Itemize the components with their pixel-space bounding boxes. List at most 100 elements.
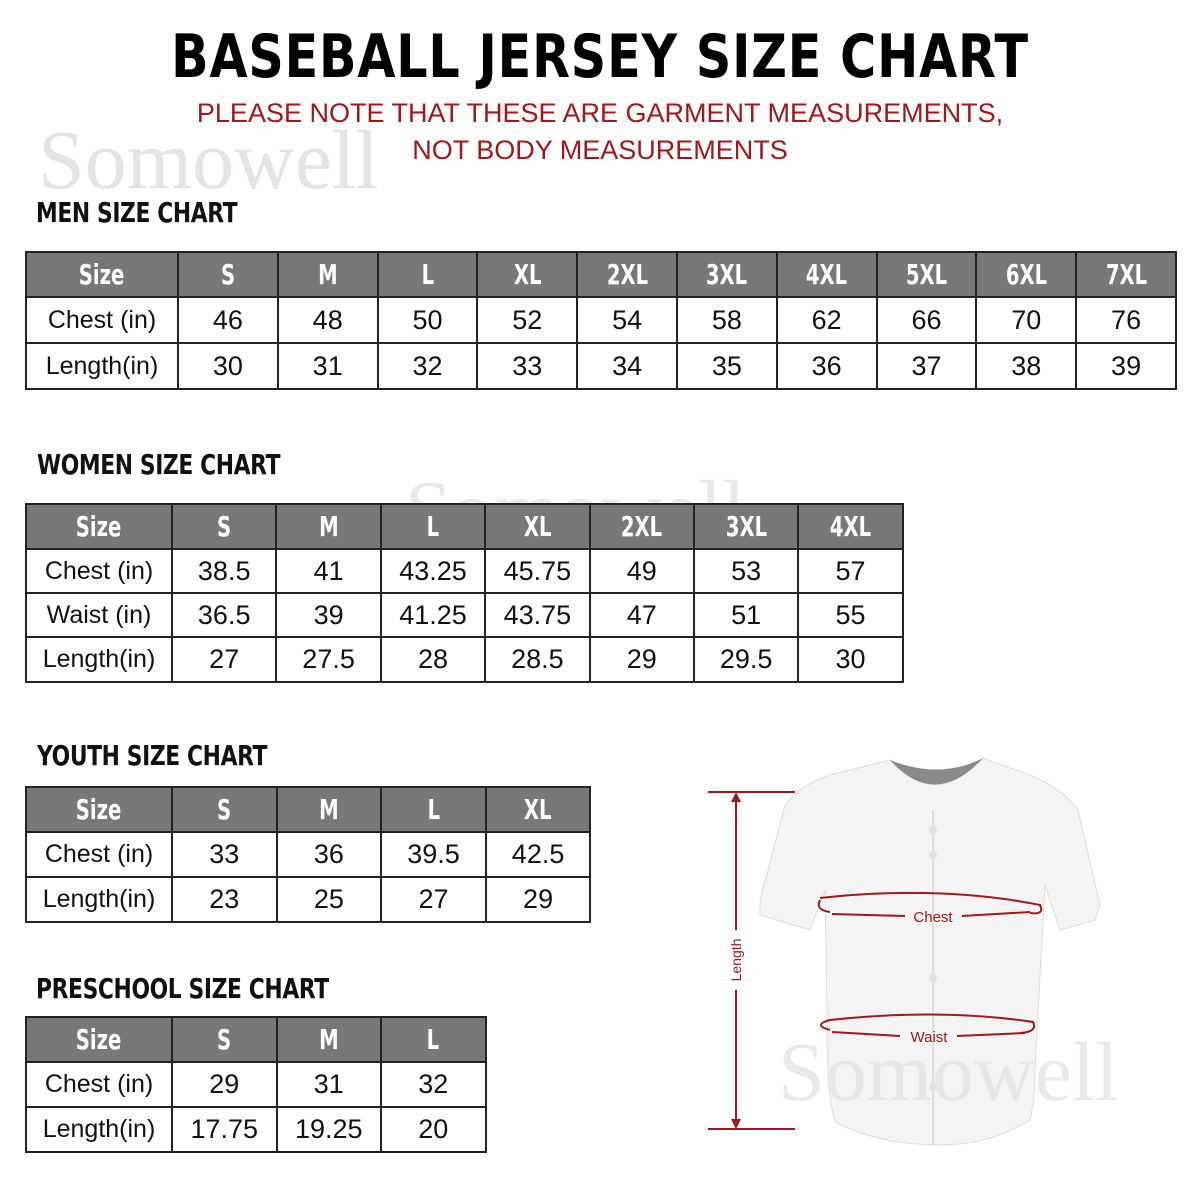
value-cell: 29: [484, 876, 592, 923]
value-cell: 30: [797, 636, 904, 683]
header-label: S: [220, 258, 235, 291]
value-cell: 32: [380, 1061, 487, 1108]
value-cell: 31: [275, 1061, 382, 1108]
header-cell: L: [380, 1016, 487, 1063]
jersey-diagram: Chest Waist Length Somowell: [708, 757, 1119, 1146]
value-cell: 38: [975, 342, 1078, 390]
value-cell: 29: [588, 636, 695, 683]
row-label: Chest (in): [25, 1061, 173, 1108]
header-cell: Size: [25, 786, 173, 833]
header-cell: 4XL: [797, 503, 904, 550]
header-label: Size: [76, 510, 122, 543]
header-label: 4XL: [829, 510, 872, 543]
value-cell: 33: [476, 342, 579, 390]
header-label: M: [318, 510, 339, 543]
header-cell: 7XL: [1075, 251, 1177, 298]
table-row: Chest (in) 33 36 39.5 42.5: [25, 831, 592, 878]
value-cell: 36: [775, 342, 878, 390]
header-label: Size: [76, 793, 122, 826]
value-cell: 46: [177, 296, 279, 344]
value-cell: 55: [797, 592, 904, 638]
header-cell: 3XL: [675, 251, 778, 298]
value-cell: 51: [692, 592, 800, 638]
header-label: L: [427, 793, 440, 826]
header-cell: S: [171, 786, 278, 833]
table-header-row: Size S M L XL 2XL 3XL 4XL 5XL 6XL 7XL: [25, 251, 1177, 298]
row-label: Length(in): [25, 636, 173, 683]
header-cell: S: [171, 1016, 278, 1063]
row-label: Waist (in): [25, 592, 173, 638]
size-table: Size S M L Chest (in) 29 31 32 Length(in) 17.75 19…: [25, 1016, 487, 1153]
header-label: 2XL: [606, 258, 648, 291]
row-label: Chest (in): [25, 548, 173, 594]
jersey-shape: [759, 757, 1101, 1146]
table-row: Length(in) 30 31 32 33 34 35 36 37 38 39: [25, 342, 1177, 390]
value-cell: 41: [275, 548, 382, 594]
value-cell: 50: [376, 296, 479, 344]
length-label: Length: [728, 939, 744, 982]
header-cell: M: [276, 251, 379, 298]
row-label: Length(in): [25, 1106, 173, 1153]
table-header-row: Size S M L XL: [25, 786, 592, 833]
table-row: Chest (in) 38.5 41 43.25 45.75 49 53 57: [25, 548, 904, 594]
row-label: Chest (in): [25, 296, 179, 344]
row-label: Length(in): [25, 876, 173, 923]
header-label: S: [217, 793, 232, 826]
value-cell: 27.5: [275, 636, 382, 683]
note-line-2: NOT BODY MEASUREMENTS: [412, 135, 788, 165]
table-row: Length(in) 23 25 27 29: [25, 876, 592, 923]
header-label: Size: [79, 258, 125, 291]
table-header-row: Size S M L: [25, 1016, 487, 1063]
header-label: XL: [513, 258, 542, 291]
header-label: 2XL: [621, 510, 663, 543]
header-label: 3XL: [706, 258, 748, 291]
header-label: XL: [523, 510, 552, 543]
table-row: Length(in) 17.75 19.25 20: [25, 1106, 487, 1153]
header-label: 3XL: [725, 510, 767, 543]
table-header-row: Size S M L XL 2XL 3XL 4XL: [25, 503, 904, 550]
header-cell: L: [376, 251, 479, 298]
value-cell: 36: [275, 831, 383, 878]
value-cell: 70: [975, 296, 1078, 344]
header-cell: 4XL: [775, 251, 878, 298]
header-label: S: [217, 1023, 232, 1056]
table-row: Length(in) 27 27.5 28 28.5 29 29.5 30: [25, 636, 904, 683]
header-cell: 5XL: [875, 251, 978, 298]
header-cell: XL: [484, 786, 592, 833]
value-cell: 35: [675, 342, 778, 390]
value-cell: 17.75: [171, 1106, 278, 1153]
value-cell: 48: [276, 296, 379, 344]
header-label: XL: [524, 793, 552, 826]
value-cell: 30: [177, 342, 279, 390]
header-cell: M: [275, 1016, 382, 1063]
value-cell: 27: [170, 636, 278, 683]
chest-label: Chest: [913, 909, 953, 926]
section-title: YOUTH SIZE CHART: [37, 739, 268, 772]
header-label: L: [421, 258, 434, 291]
value-cell: 45.75: [484, 548, 591, 594]
section-title: MEN SIZE CHART: [36, 196, 238, 229]
value-cell: 76: [1075, 296, 1177, 344]
header-label: 6XL: [1005, 258, 1047, 291]
section-title: WOMEN SIZE CHART: [37, 448, 281, 481]
value-cell: 32: [376, 342, 479, 390]
section-title: PRESCHOOL SIZE CHART: [36, 972, 329, 1005]
value-cell: 62: [775, 296, 878, 344]
header-label: M: [317, 258, 338, 291]
value-cell: 23: [171, 876, 278, 923]
value-cell: 19.25: [275, 1106, 382, 1153]
row-label: Length(in): [25, 342, 179, 390]
header-cell: XL: [484, 503, 591, 550]
value-cell: 42.5: [484, 831, 592, 878]
size-table: Size S M L XL Chest (in) 33 36 39.5 42.5 Length(in…: [25, 786, 592, 923]
value-cell: 57: [797, 548, 904, 594]
value-cell: 25: [275, 876, 383, 923]
header-cell: L: [379, 503, 487, 550]
header-cell: Size: [25, 1016, 173, 1063]
table-row: Waist (in) 36.5 39 41.25 43.75 47 51 55: [25, 592, 904, 638]
value-cell: 58: [675, 296, 778, 344]
value-cell: 27: [380, 876, 487, 923]
value-cell: 39: [1075, 342, 1177, 390]
header-cell: 2XL: [588, 503, 695, 550]
header-cell: Size: [25, 251, 179, 298]
